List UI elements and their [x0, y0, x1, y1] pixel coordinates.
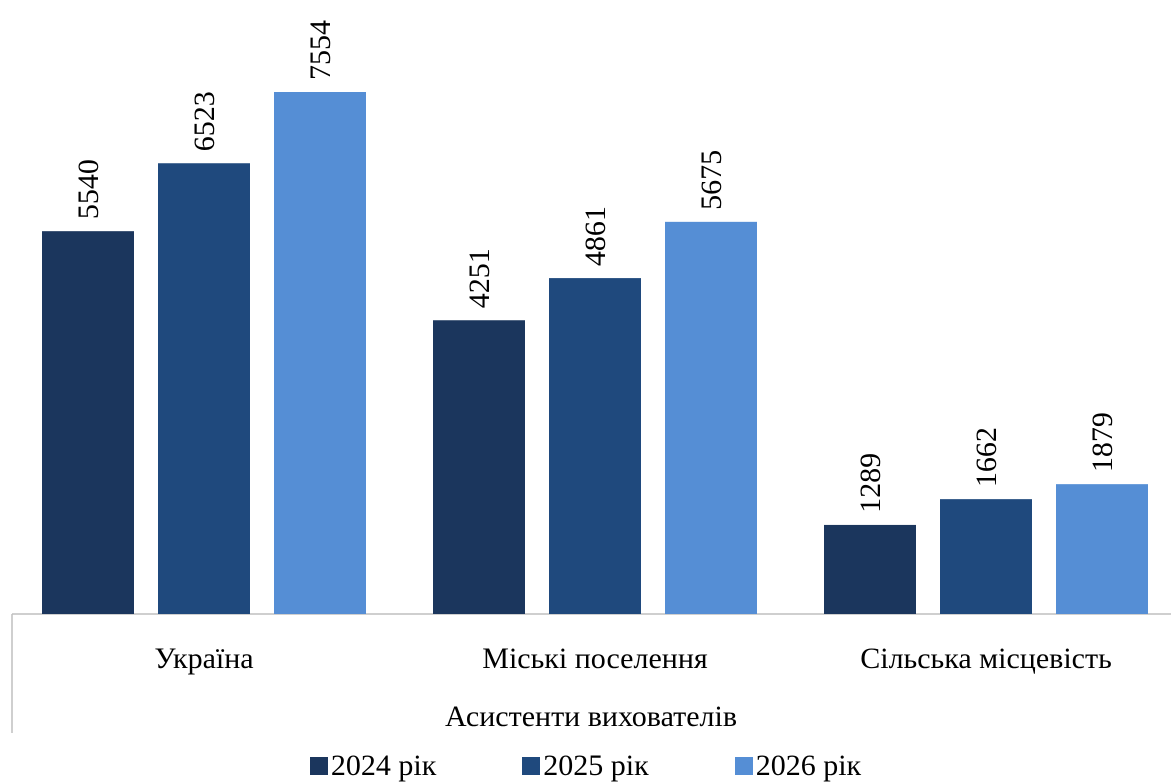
data-label: 4861 — [579, 206, 612, 266]
chart-legend: 2024 рік 2025 рік 2026 рік — [0, 748, 1171, 784]
bar — [433, 320, 525, 614]
data-label: 1662 — [970, 427, 1003, 487]
data-label: 4251 — [463, 248, 496, 308]
legend-item: 2025 рік — [522, 749, 649, 783]
data-label: 1289 — [854, 453, 887, 513]
legend-swatch — [309, 757, 328, 775]
legend-label: 2026 рік — [755, 749, 862, 782]
category-tick-label: Україна — [154, 642, 253, 675]
data-labels-group: 5540 6523 7554 4251 4861 5675 1289 1662 1879 — [72, 20, 1119, 513]
data-label: 6523 — [188, 91, 221, 151]
bar — [1056, 484, 1148, 614]
bar — [940, 499, 1032, 614]
legend-item: 2024 рік — [309, 749, 437, 783]
category-tick-label: Сільська місцевість — [860, 642, 1112, 675]
bar — [158, 163, 250, 615]
legend-label: 2025 рік — [543, 749, 649, 782]
bar — [824, 524, 916, 614]
bars-group — [42, 92, 1148, 615]
bar — [274, 92, 366, 614]
bar — [549, 278, 641, 614]
data-label: 1879 — [1086, 412, 1119, 472]
data-label: 5675 — [695, 150, 728, 210]
bar — [665, 221, 757, 615]
legend-swatch — [522, 757, 541, 775]
category-tick-label: Міські поселення — [482, 642, 708, 675]
legend-swatch — [734, 757, 753, 775]
bar-chart: 5540 6523 7554 4251 4861 5675 1289 1662 1879 Укр… — [11, 20, 1171, 733]
category-labels-group: Україна Міські поселення Сільська місцевіс… — [154, 642, 1111, 675]
legend-label: 2024 рік — [330, 749, 437, 782]
legend-item: 2026 рік — [734, 749, 862, 783]
x-axis-title: Асистенти вихователів — [445, 700, 737, 733]
data-label: 5540 — [72, 159, 105, 219]
bar — [42, 231, 134, 614]
data-label: 7554 — [304, 20, 337, 80]
